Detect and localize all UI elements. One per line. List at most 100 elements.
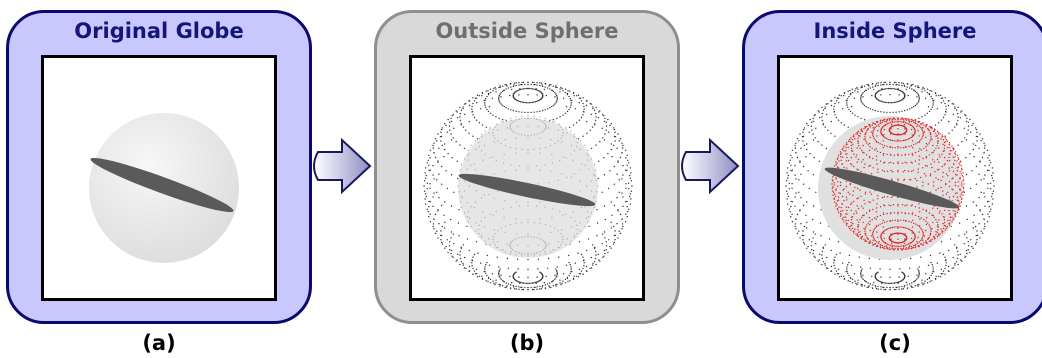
sphere-point: [871, 124, 873, 126]
sphere-point: [983, 178, 985, 180]
sphere-point: [609, 124, 611, 127]
sphere-point: [426, 162, 428, 164]
sphere-point: [917, 245, 920, 247]
sphere-point: [938, 147, 940, 149]
sphere-point: [507, 283, 510, 285]
sphere-point: [840, 122, 842, 124]
sphere-point: [837, 196, 840, 198]
sphere-point: [877, 288, 879, 290]
sphere-point: [884, 161, 886, 163]
sphere-point: [984, 144, 986, 147]
sphere-point: [524, 117, 526, 119]
sphere-point: [890, 153, 892, 156]
sphere-point: [499, 85, 501, 87]
sphere-point: [959, 202, 961, 204]
sphere-point: [534, 281, 537, 284]
sphere-point: [522, 282, 525, 284]
sphere-point: [956, 167, 959, 169]
sphere-point: [905, 129, 908, 132]
sphere-point: [616, 197, 618, 199]
sphere-point: [882, 140, 885, 142]
sphere-point: [582, 97, 584, 99]
sphere-point: [487, 276, 490, 279]
sphere-point: [879, 223, 881, 225]
sphere-point: [850, 224, 853, 227]
sphere-point: [474, 169, 477, 171]
sphere-point: [922, 235, 924, 237]
sphere-point: [517, 280, 519, 283]
sphere-point: [863, 279, 866, 282]
sphere-point: [956, 192, 958, 194]
sphere-point: [814, 256, 816, 259]
sphere-point: [552, 249, 554, 251]
sphere-point: [984, 174, 986, 176]
sphere-point: [475, 102, 478, 104]
sphere-point: [464, 256, 466, 259]
sphere-point: [897, 196, 899, 199]
sphere-point: [576, 141, 579, 144]
sphere-point: [483, 144, 486, 146]
sphere-point: [624, 169, 627, 171]
sphere-point: [472, 267, 474, 270]
sphere-point: [983, 228, 985, 230]
sphere-point: [978, 173, 980, 175]
sphere-point: [920, 139, 922, 141]
sphere-point: [507, 87, 510, 89]
sphere-point: [948, 132, 950, 134]
sphere-point: [800, 147, 802, 149]
sphere-point: [627, 211, 629, 213]
sphere-point: [521, 282, 523, 284]
sphere-point: [808, 131, 810, 133]
sphere-point: [860, 205, 863, 207]
sphere-point: [914, 160, 917, 162]
sphere-point: [967, 129, 969, 131]
sphere-point: [833, 193, 836, 195]
sphere-point: [952, 147, 954, 149]
sphere-point: [590, 113, 592, 116]
sphere-point: [587, 216, 590, 218]
sphere-point: [530, 88, 532, 90]
sphere-point: [897, 205, 899, 207]
sphere-point: [919, 148, 921, 150]
sphere-point: [810, 245, 813, 247]
sphere-point: [916, 103, 918, 105]
sphere-point: [544, 117, 547, 119]
sphere-point: [940, 268, 943, 270]
sphere-point: [943, 164, 945, 166]
sphere-point: [882, 226, 885, 228]
sphere-point: [967, 245, 970, 247]
sphere-point: [495, 88, 497, 90]
sphere-point: [906, 86, 908, 88]
sphere-point: [799, 237, 801, 239]
sphere-point: [853, 200, 855, 203]
sphere-point: [895, 288, 897, 291]
sphere-point: [573, 135, 576, 138]
sphere-point: [913, 222, 915, 224]
sphere-point: [941, 230, 943, 232]
sphere-point: [562, 97, 565, 99]
sphere-point: [836, 273, 839, 275]
sphere-point: [502, 208, 504, 210]
sphere-point: [607, 251, 609, 254]
sphere-point: [925, 229, 927, 232]
sphere-point: [891, 247, 894, 249]
sphere-point: [951, 129, 953, 131]
sphere-point: [850, 156, 852, 159]
sphere-point: [578, 241, 581, 243]
sphere-point: [517, 89, 519, 92]
sphere-point: [843, 166, 845, 169]
sphere-point: [901, 117, 904, 119]
sphere-point: [577, 94, 580, 96]
sphere-point: [926, 112, 929, 114]
sphere-point: [882, 212, 885, 214]
sphere-point: [957, 208, 960, 210]
sphere-point: [877, 141, 879, 144]
sphere-point: [883, 213, 885, 216]
sphere-point: [845, 196, 848, 198]
sphere-point: [496, 256, 498, 258]
sphere-point: [939, 233, 941, 235]
sphere-point: [493, 88, 495, 90]
sphere-point: [509, 124, 511, 126]
sphere-point: [860, 270, 862, 272]
sphere-point: [847, 146, 849, 149]
